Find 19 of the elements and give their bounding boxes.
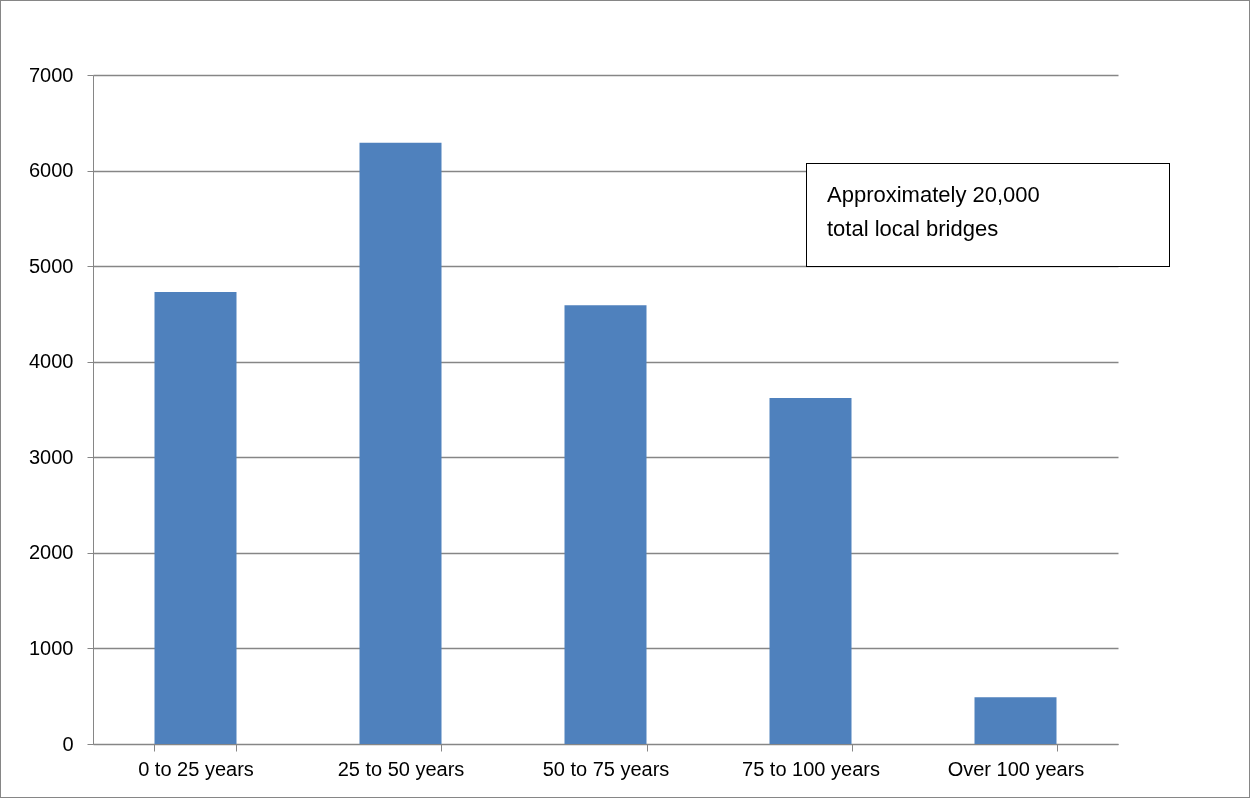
y-tick-label: 4000: [29, 350, 74, 373]
x-tick-label: 75 to 100 years: [742, 757, 880, 780]
y-tick-label: 3000: [29, 445, 74, 468]
y-tick-label: 1000: [29, 636, 74, 659]
text-box: Approximately 20,000 total local bridges: [806, 163, 1170, 267]
x-tick-label: 50 to 75 years: [542, 757, 670, 780]
bar: [974, 697, 1057, 744]
y-tick-label: 2000: [29, 541, 74, 564]
x-tick-label: Over 100 years: [947, 757, 1085, 780]
y-tick-label: 6000: [29, 159, 74, 182]
bar: [769, 398, 852, 744]
bar: [154, 291, 237, 744]
bar: [564, 305, 647, 744]
bar: [359, 142, 442, 744]
y-tick-label: 5000: [29, 254, 74, 277]
x-tick-label: 25 to 50 years: [337, 757, 465, 780]
y-tick-label: 0: [62, 732, 74, 755]
y-tick-label: 7000: [29, 63, 74, 86]
x-tick-label: 0 to 25 years: [138, 757, 254, 780]
